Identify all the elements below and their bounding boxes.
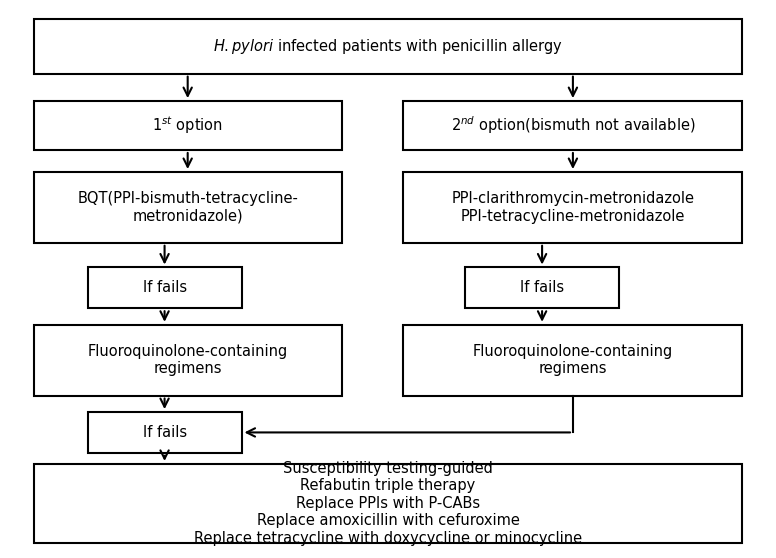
- Text: If fails: If fails: [143, 425, 187, 440]
- Text: Fluoroquinolone-containing
regimens: Fluoroquinolone-containing regimens: [88, 344, 288, 376]
- FancyBboxPatch shape: [404, 101, 743, 150]
- FancyBboxPatch shape: [88, 412, 241, 453]
- FancyBboxPatch shape: [33, 464, 743, 543]
- FancyBboxPatch shape: [465, 267, 619, 309]
- Text: Fluoroquinolone-containing
regimens: Fluoroquinolone-containing regimens: [473, 344, 673, 376]
- Text: 1$^{st}$ option: 1$^{st}$ option: [152, 115, 223, 136]
- Text: $\mathit{H. pylori}$ infected patients with penicillin allergy: $\mathit{H. pylori}$ infected patients w…: [213, 37, 563, 56]
- FancyBboxPatch shape: [33, 172, 341, 243]
- Text: PPI-clarithromycin-metronidazole
PPI-tetracycline-metronidazole: PPI-clarithromycin-metronidazole PPI-tet…: [452, 191, 695, 224]
- Text: If fails: If fails: [143, 280, 187, 295]
- FancyBboxPatch shape: [33, 19, 743, 74]
- FancyBboxPatch shape: [88, 267, 241, 309]
- Text: If fails: If fails: [520, 280, 564, 295]
- Text: BQT(PPI-bismuth-tetracycline-
metronidazole): BQT(PPI-bismuth-tetracycline- metronidaz…: [78, 191, 298, 224]
- FancyBboxPatch shape: [404, 325, 743, 396]
- Text: Susceptibility testing-guided
Refabutin triple therapy
Replace PPIs with P-CABs
: Susceptibility testing-guided Refabutin …: [194, 461, 582, 546]
- Text: 2$^{nd}$ option(bismuth not available): 2$^{nd}$ option(bismuth not available): [451, 115, 695, 136]
- FancyBboxPatch shape: [33, 101, 341, 150]
- FancyBboxPatch shape: [33, 325, 341, 396]
- FancyBboxPatch shape: [404, 172, 743, 243]
